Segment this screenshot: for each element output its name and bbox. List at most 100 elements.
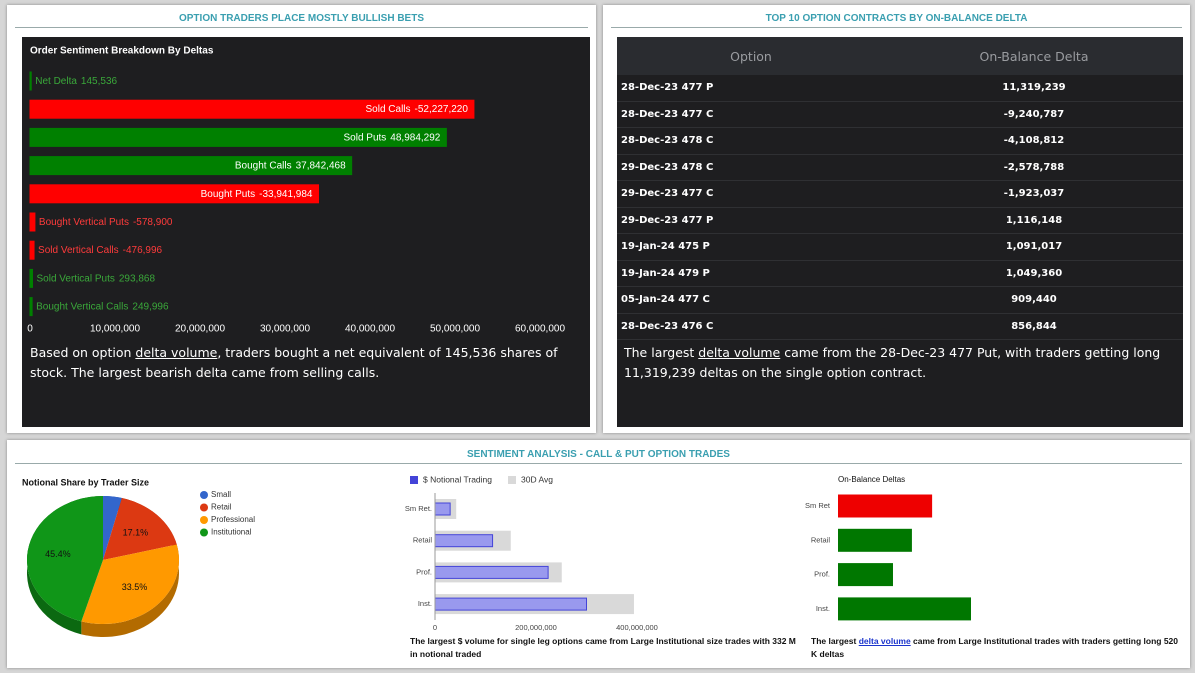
bar	[29, 71, 32, 91]
bar	[838, 494, 933, 518]
value-label: -476,996	[123, 245, 163, 256]
cell: 29-Dec-23 478 C	[617, 154, 885, 181]
value-label: 37,842,468	[296, 160, 346, 171]
bar	[838, 597, 971, 621]
y-tick-label: Sm Ret.	[405, 504, 432, 513]
bar-label: Sold Vertical Calls -476,996	[38, 245, 163, 256]
cell: 1,116,148	[885, 207, 1183, 234]
x-tick-label: 40,000,000	[345, 324, 395, 335]
text: delta volume	[135, 345, 218, 360]
bar	[434, 597, 587, 611]
y-tick-label: Inst.	[418, 599, 432, 608]
value-label: -33,941,984	[259, 188, 313, 199]
text: The largest	[624, 345, 699, 360]
x-tick-label: 60,000,000	[515, 324, 565, 335]
bar	[29, 99, 475, 119]
value-label: 249,996	[132, 301, 169, 312]
bar-label: Sold Puts 48,984,292	[343, 132, 440, 143]
x-tick-label: 20,000,000	[175, 324, 225, 335]
legend-label: Professional	[211, 515, 255, 524]
link[interactable]: delta volume	[858, 636, 911, 646]
category: Bought Vertical Calls	[36, 301, 128, 312]
slice-side	[81, 544, 179, 637]
value-label: 293,868	[119, 273, 156, 284]
y-tick-label: Retail	[413, 536, 433, 545]
cell: 19-Jan-24 475 P	[617, 233, 885, 261]
table-row: 29-Dec-23 478 C -2,578,788	[617, 154, 1183, 181]
panel-title: TOP 10 OPTION CONTRACTS BY ON-BALANCE DE…	[765, 13, 1028, 24]
cell: 11,319,239	[885, 75, 1183, 102]
y-tick-label: Prof.	[814, 570, 830, 579]
column-header: On-Balance Delta	[885, 37, 1183, 75]
x-tick-label: 50,000,000	[430, 324, 480, 335]
cell: 28-Dec-23 477 P	[617, 75, 885, 102]
cell: 856,844	[885, 313, 1183, 340]
caption: The largest delta volume came from Large…	[811, 635, 1183, 661]
y-tick-label: Prof.	[416, 567, 432, 576]
summary: Based on option delta volume, traders bo…	[30, 343, 590, 383]
cell: 29-Dec-23 477 C	[617, 180, 885, 208]
cell: 1,091,017	[885, 233, 1183, 261]
text: Based on option	[30, 345, 136, 360]
legend-label: Small	[211, 490, 231, 499]
bar	[434, 534, 494, 548]
chart-title: Notional Share by Trader Size	[22, 477, 149, 487]
cell: 19-Jan-24 479 P	[617, 260, 885, 287]
bar-label: Sold Calls -52,227,220	[366, 104, 469, 115]
x-tick-label: 10,000,000	[90, 324, 140, 335]
table-row: 29-Dec-23 477 C -1,923,037	[617, 180, 1183, 208]
cell: -2,578,788	[885, 154, 1183, 181]
bar-label: Bought Vertical Puts -578,900	[39, 217, 173, 228]
chart-title: Order Sentiment Breakdown By Deltas	[30, 46, 214, 57]
x-tick-label: 400,000,000	[616, 623, 658, 632]
legend-marker	[200, 528, 208, 537]
category: Bought Calls	[235, 160, 292, 171]
x-tick-label: 0	[433, 623, 437, 632]
y-tick-label: Sm Ret	[805, 501, 831, 510]
text: delta volume	[698, 345, 781, 360]
y-tick-label: Retail	[811, 535, 831, 544]
panel-title: SENTIMENT ANALYSIS - CALL & PUT OPTION T…	[467, 449, 730, 460]
cell: 1,049,360	[885, 260, 1183, 287]
contracts-table: Option On-Balance Delta 28-Dec-23 477 P 11,…	[617, 37, 1183, 340]
bar	[434, 502, 451, 516]
cell: 28-Dec-23 478 C	[617, 127, 885, 155]
bottom-panel: SENTIMENT ANALYSIS - CALL & PUT OPTION T…	[7, 440, 1190, 668]
legend-marker	[200, 491, 208, 499]
category: Sold Vertical Calls	[38, 245, 119, 256]
cell: 05-Jan-24 477 C	[617, 286, 885, 314]
x-tick-label: 30,000,000	[260, 324, 310, 335]
table-row: 28-Dec-23 476 C 856,844	[617, 313, 1183, 340]
slice	[26, 496, 104, 622]
table-row: 29-Dec-23 477 P 1,116,148	[617, 207, 1183, 234]
title-rule	[611, 27, 1182, 28]
text: , traders bought a net equivalent of 145…	[30, 345, 558, 380]
bar	[838, 528, 912, 552]
bar	[29, 240, 35, 260]
slice	[81, 544, 179, 624]
bar	[29, 297, 33, 317]
x-tick-label: 200,000,000	[515, 623, 557, 632]
category: Bought Puts	[201, 188, 255, 199]
category: Sold Puts	[343, 132, 386, 143]
bar-label: Net Delta 145,536	[35, 76, 117, 87]
legend-label: $ Notional Trading	[423, 474, 492, 484]
y-tick-label: Inst.	[816, 604, 830, 613]
bar-label: Bought Puts -33,941,984	[201, 188, 313, 199]
cell: 909,440	[885, 286, 1183, 314]
table-row: 05-Jan-24 477 C 909,440	[617, 286, 1183, 314]
bar-label: Sold Vertical Puts 293,868	[36, 273, 155, 284]
cell: -1,923,037	[885, 180, 1183, 208]
title-rule	[15, 27, 588, 28]
slice-label: 33.5%	[122, 582, 148, 592]
legend-marker	[200, 516, 208, 524]
cell: 28-Dec-23 477 C	[617, 101, 885, 128]
cell: 28-Dec-23 476 C	[617, 313, 885, 340]
legend-label: Retail	[211, 503, 232, 512]
legend-marker	[508, 476, 516, 484]
category: Bought Vertical Puts	[39, 217, 129, 228]
summary: The largest delta volume came from the 2…	[624, 343, 1179, 383]
value-label: -578,900	[133, 217, 173, 228]
panel-title: OPTION TRADERS PLACE MOSTLY BULLISH BETS	[178, 13, 425, 24]
